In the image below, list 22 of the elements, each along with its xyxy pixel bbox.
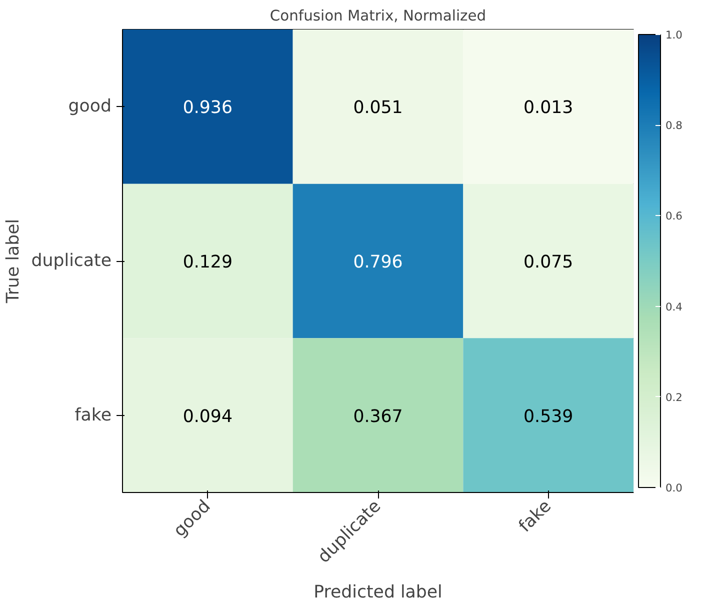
data-label: 0.094 [182, 406, 232, 427]
x-tick-label: fake [515, 496, 556, 537]
y-tick-label: fake [74, 405, 112, 426]
data-label: 0.051 [353, 98, 403, 118]
y-axis-title: True label [3, 218, 24, 304]
data-label: 0.539 [524, 406, 574, 427]
data-label: 0.796 [353, 252, 403, 272]
x-axis-title: Predicted label [314, 582, 442, 602]
color-bar-label: 0.4 [666, 300, 683, 314]
color-bar-label: 0.8 [666, 119, 683, 132]
color-bar-label: 0.2 [666, 390, 682, 404]
y-tick-label: duplicate [31, 251, 112, 271]
color-bar-label: 1.0 [666, 28, 683, 42]
chart-title: Confusion Matrix, Normalized [270, 8, 486, 24]
data-label: 0.367 [353, 406, 403, 427]
color-bar-label: 0.6 [666, 210, 683, 223]
color-bar-label: 0.0 [666, 482, 683, 494]
data-label: 0.936 [182, 98, 232, 118]
data-label: 0.075 [524, 252, 574, 272]
data-label: 0.013 [524, 98, 574, 118]
y-tick-label: good [68, 96, 112, 117]
data-label: 0.129 [182, 252, 232, 272]
